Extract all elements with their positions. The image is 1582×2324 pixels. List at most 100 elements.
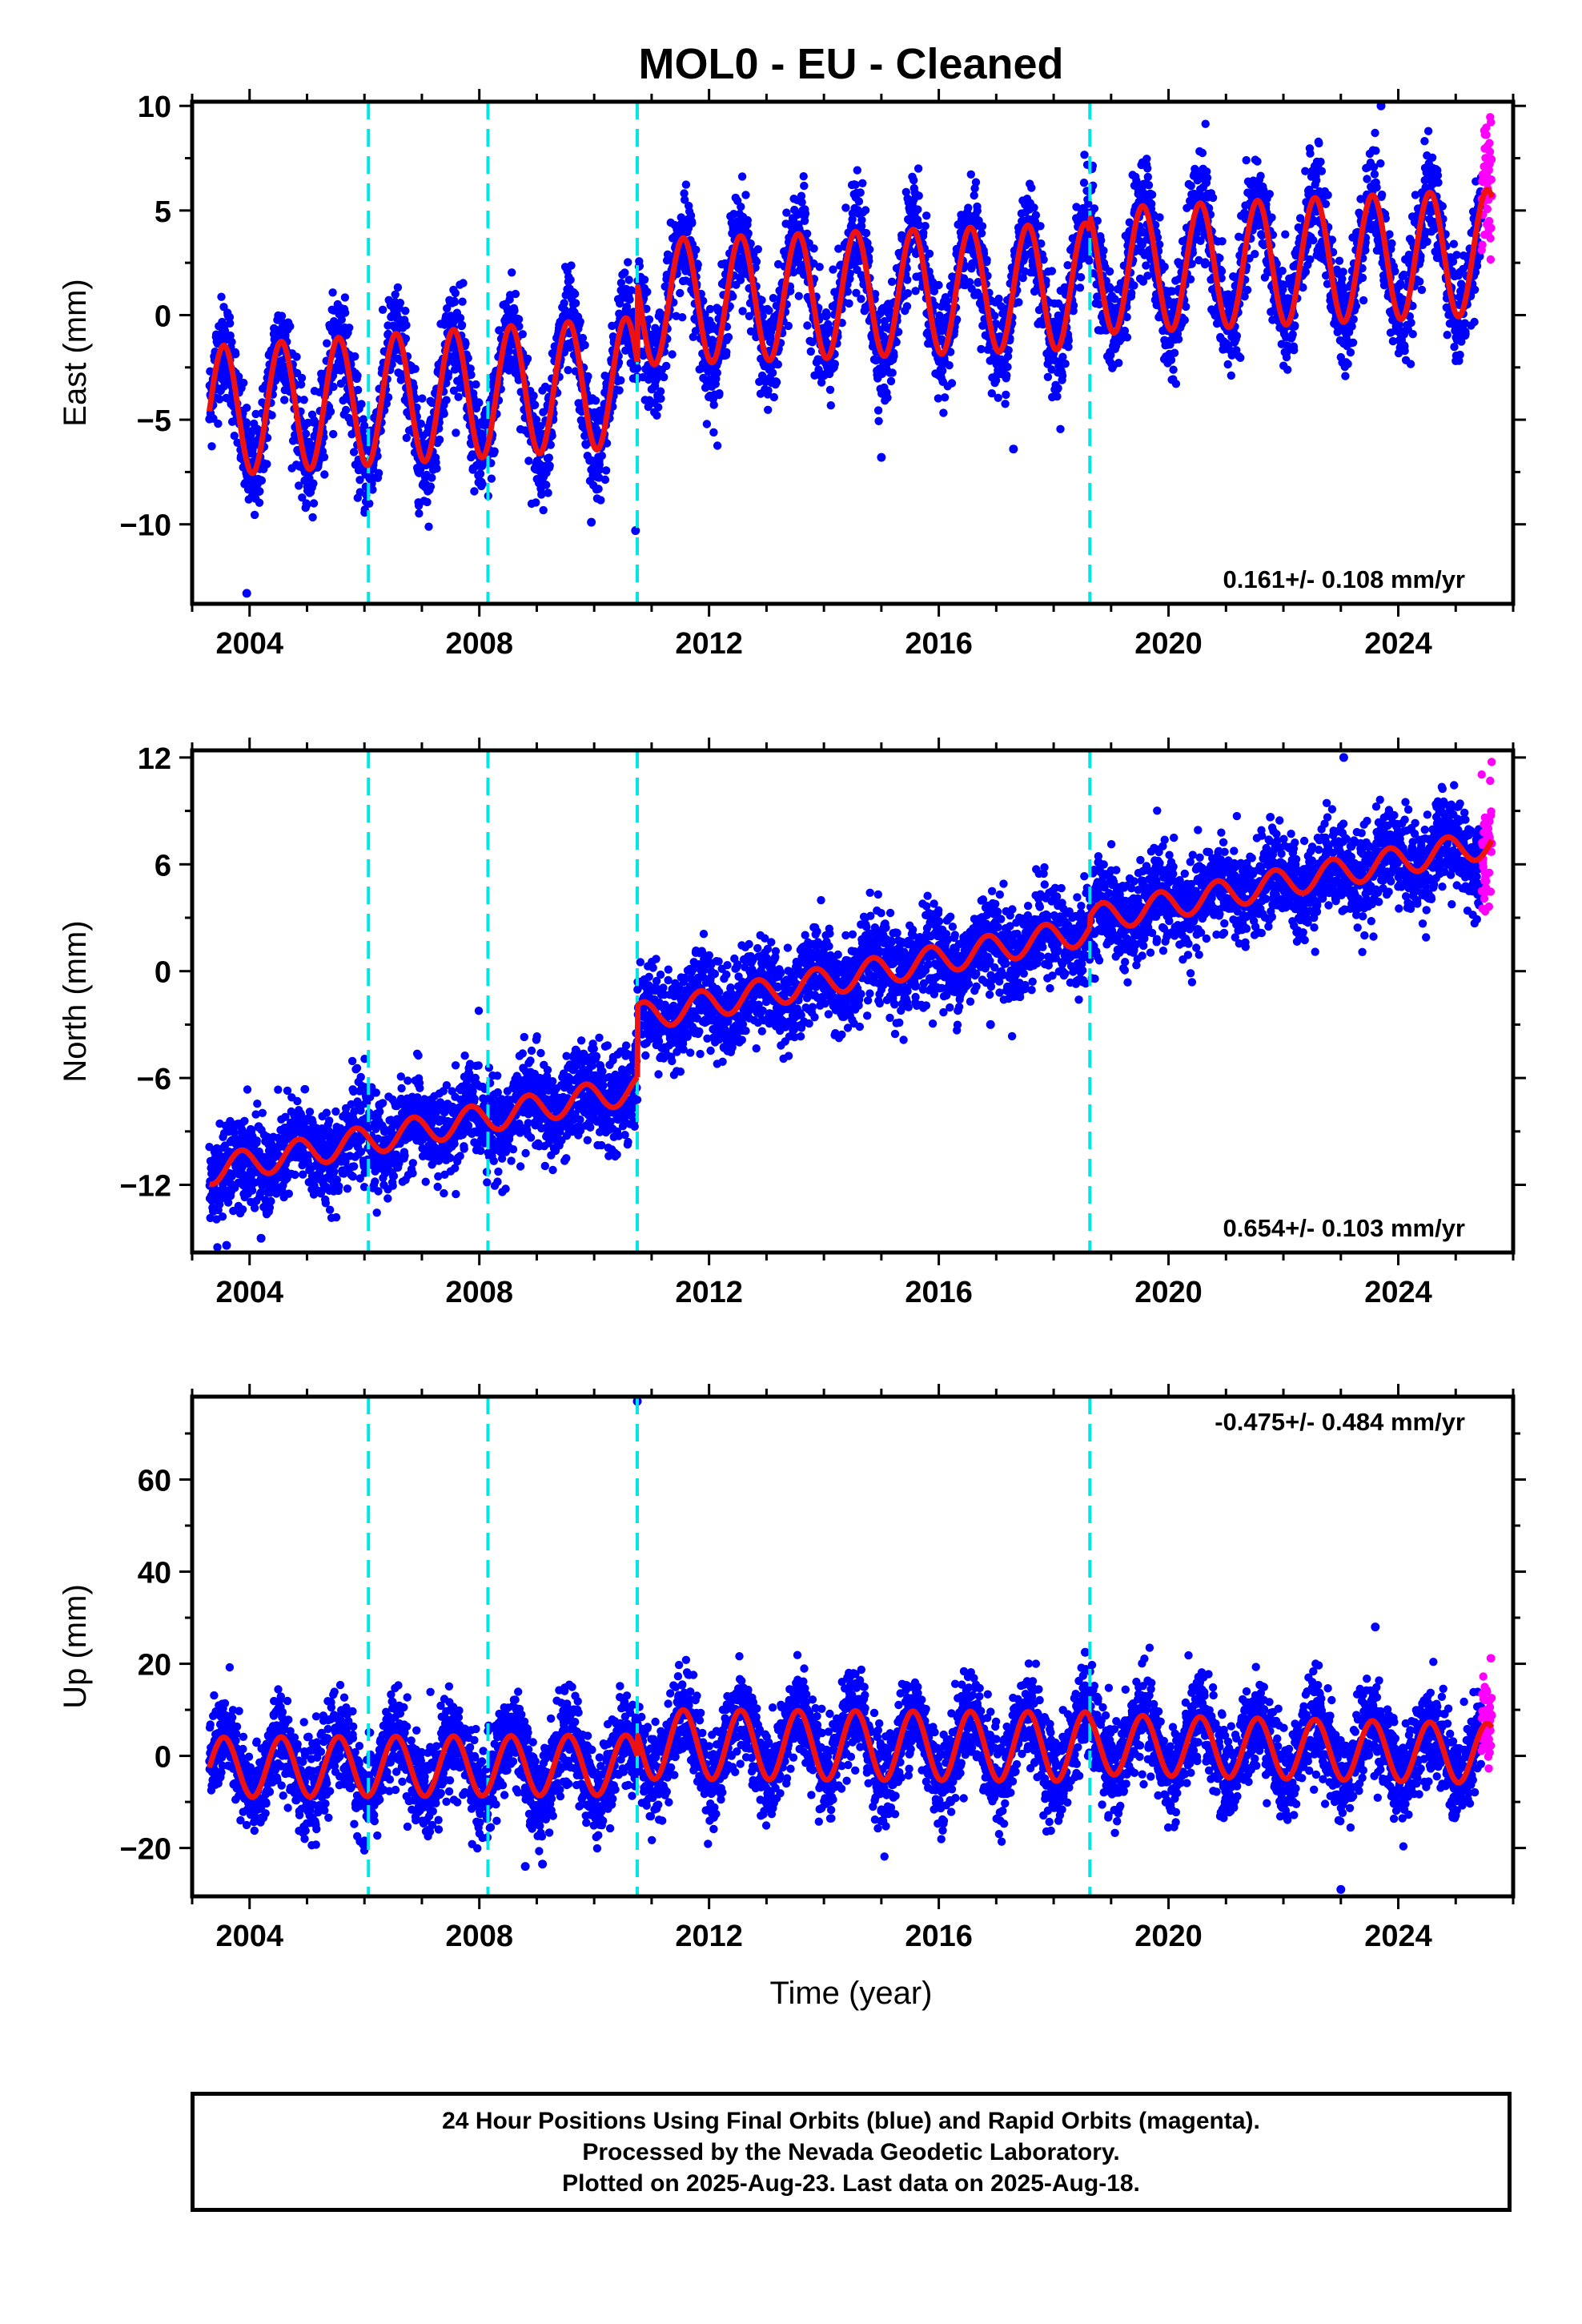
final-orbit-point [233, 438, 242, 447]
final-orbit-point [382, 399, 391, 408]
final-orbit-point [729, 292, 737, 301]
final-orbit-point [349, 448, 359, 456]
final-orbit-point [752, 257, 761, 266]
final-orbit-point [396, 299, 405, 308]
final-orbit-point [1349, 315, 1358, 324]
final-orbit-point [624, 258, 632, 267]
final-orbit-point [1377, 190, 1387, 199]
final-orbit-point [418, 394, 427, 403]
final-orbit-point [267, 411, 276, 420]
final-orbit-point [329, 382, 338, 392]
final-orbit-point [450, 298, 460, 307]
final-orbit-point [982, 255, 991, 264]
final-orbit-point [504, 347, 514, 356]
final-orbit-point [508, 268, 516, 277]
final-orbit-point [467, 370, 476, 380]
final-orbit-point [242, 404, 251, 412]
final-orbit-point [560, 299, 568, 308]
final-orbit-point [769, 294, 778, 303]
final-orbit-point [1004, 346, 1013, 355]
final-orbit-point [824, 320, 833, 329]
final-orbit-point [853, 166, 862, 175]
final-orbit-point [584, 372, 592, 381]
final-orbit-point [970, 191, 978, 200]
final-orbit-point [514, 315, 524, 324]
final-orbit-point [329, 429, 338, 439]
final-orbit-point [1201, 119, 1210, 128]
final-orbit-point [415, 509, 424, 518]
final-orbit-point [1002, 390, 1010, 400]
final-orbit-point [1174, 335, 1183, 344]
final-orbit-point [340, 293, 350, 302]
final-orbit-point [298, 493, 307, 502]
final-orbit-point [822, 312, 831, 320]
final-orbit-point [578, 333, 588, 343]
final-orbit-point [416, 419, 425, 428]
final-orbit-point [1359, 296, 1368, 305]
final-orbit-point [1312, 176, 1321, 185]
final-orbit-point [239, 378, 248, 388]
final-orbit-point [834, 244, 843, 253]
final-orbit-point [765, 306, 773, 315]
final-orbit-point [464, 354, 472, 363]
final-orbit-point [1170, 348, 1179, 357]
final-orbit-point [402, 320, 411, 330]
final-orbit-point [532, 498, 540, 507]
final-orbit-point [487, 474, 496, 483]
final-orbit-point [815, 263, 824, 271]
final-orbit-point [800, 181, 809, 191]
final-orbit-point [1301, 267, 1311, 276]
final-orbit-point [1147, 199, 1156, 208]
final-orbit-point [940, 393, 950, 402]
final-orbit-point [423, 497, 432, 507]
final-orbit-point [1001, 400, 1010, 408]
final-orbit-point [444, 369, 453, 378]
final-orbit-point [530, 400, 540, 409]
final-orbit-point [964, 203, 973, 212]
final-orbit-point [769, 392, 778, 402]
final-orbit-point [292, 352, 301, 361]
final-orbit-point [1223, 360, 1232, 369]
final-orbit-point [1080, 151, 1089, 159]
final-orbit-point [255, 487, 264, 496]
final-orbit-point [542, 480, 551, 489]
final-orbit-point [729, 210, 738, 219]
final-orbit-point [1143, 172, 1153, 182]
final-orbit-point [1371, 128, 1379, 138]
final-orbit-point [303, 500, 311, 509]
final-orbit-point [353, 385, 363, 395]
final-orbit-point [476, 469, 485, 478]
final-orbit-point [1127, 288, 1136, 298]
final-orbit-point [355, 476, 364, 485]
final-orbit-point [1358, 273, 1367, 283]
final-orbit-point [741, 191, 750, 199]
final-orbit-point [466, 364, 475, 373]
final-orbit-point [1218, 237, 1227, 246]
final-orbit-point [945, 361, 954, 370]
chart-title: MOL0 - EU - Cleaned [638, 40, 1063, 88]
final-orbit-point [1186, 275, 1195, 283]
final-orbit-point [889, 352, 898, 360]
final-orbit-point [478, 480, 487, 489]
final-orbit-point [1182, 302, 1191, 312]
final-orbit-point [1099, 246, 1108, 255]
final-orbit-point [442, 379, 451, 388]
final-orbit-point [994, 393, 1002, 402]
final-orbit-point [1058, 372, 1067, 380]
final-orbit-point [217, 292, 226, 301]
final-orbit-point [966, 170, 976, 179]
final-orbit-point [323, 339, 331, 348]
final-orbit-point [1217, 267, 1227, 275]
final-orbit-point [772, 378, 781, 387]
final-orbit-point [784, 321, 793, 331]
final-orbit-point [652, 411, 661, 420]
final-orbit-point [357, 400, 366, 408]
final-orbit-point [1232, 332, 1242, 340]
final-orbit-point [841, 203, 850, 212]
final-orbit-point [1290, 346, 1299, 355]
final-orbit-point [328, 288, 337, 297]
final-orbit-point [454, 392, 463, 401]
final-orbit-point [1227, 371, 1236, 380]
final-orbit-point [1208, 193, 1218, 203]
final-orbit-point [656, 394, 665, 403]
